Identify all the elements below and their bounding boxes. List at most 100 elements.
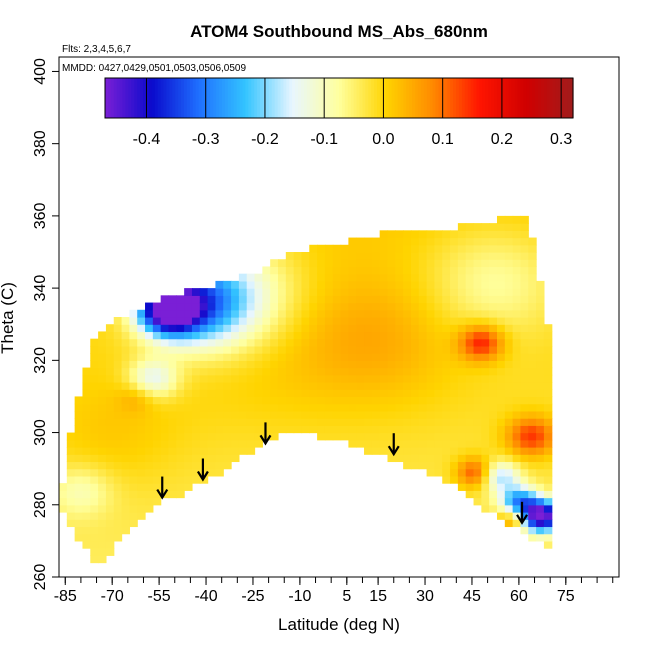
heat-cell xyxy=(520,331,529,340)
heat-cell xyxy=(543,447,553,455)
heat-cell xyxy=(410,302,420,311)
heat-cell xyxy=(285,360,295,369)
heat-cell xyxy=(387,345,396,354)
heat-cell xyxy=(496,324,506,333)
heat-cell xyxy=(340,432,349,441)
heat-cell xyxy=(520,389,529,398)
heat-cell xyxy=(465,475,475,484)
heat-cell xyxy=(520,418,529,426)
heat-cell xyxy=(223,288,232,296)
heat-cell xyxy=(90,439,99,448)
heat-cell xyxy=(184,331,193,340)
heat-cell xyxy=(403,237,412,246)
heat-cell xyxy=(434,468,443,477)
heat-cell xyxy=(410,353,420,361)
heat-cell xyxy=(520,353,529,361)
heat-cell xyxy=(246,353,256,361)
heat-cell xyxy=(66,475,76,484)
heat-cell xyxy=(238,309,248,318)
heat-cell xyxy=(496,490,506,499)
heat-cell xyxy=(371,447,381,455)
heat-cell xyxy=(254,317,263,325)
heat-cell xyxy=(317,389,326,398)
heat-cell xyxy=(528,439,537,448)
heat-cell xyxy=(121,432,130,441)
heat-cell xyxy=(379,266,389,275)
heat-cell xyxy=(293,410,303,419)
heat-cell xyxy=(379,353,389,361)
heat-cell xyxy=(285,338,295,347)
heat-cell xyxy=(520,425,529,434)
heat-cell xyxy=(364,345,373,354)
colorbar-segment xyxy=(116,78,121,118)
heat-cell xyxy=(387,338,396,347)
heat-cell xyxy=(450,374,459,383)
heat-cell xyxy=(231,302,240,311)
heat-cell xyxy=(457,374,467,383)
heat-cell xyxy=(324,410,334,419)
heat-cell xyxy=(105,367,115,376)
heat-cell xyxy=(324,396,334,405)
heat-cell xyxy=(442,403,451,412)
heat-cell xyxy=(442,302,451,311)
heat-cell xyxy=(215,447,224,455)
heat-cell xyxy=(481,490,490,499)
colorbar-segment xyxy=(435,78,440,118)
heat-cell xyxy=(387,403,396,412)
heat-cell xyxy=(293,389,303,398)
heat-cell xyxy=(520,295,529,304)
heat-cell xyxy=(90,540,99,549)
heat-cell xyxy=(450,244,459,253)
colorbar-segment xyxy=(415,78,419,118)
heat-cell xyxy=(520,504,529,513)
heat-cell xyxy=(364,353,373,361)
heat-cell xyxy=(231,353,240,361)
heat-cell xyxy=(450,447,459,455)
heat-cell xyxy=(285,382,295,390)
heat-cell xyxy=(129,439,138,448)
colorbar-segment xyxy=(461,78,466,118)
heat-cell xyxy=(145,454,154,463)
heat-cell xyxy=(98,410,107,419)
heat-cell xyxy=(207,374,217,383)
dates-note: MMDD: 0427,0429,0501,0503,0506,0509 xyxy=(62,63,246,74)
heat-cell xyxy=(348,317,357,325)
heat-cell xyxy=(90,418,99,426)
heat-cell xyxy=(371,439,381,448)
heat-cell xyxy=(481,468,490,477)
heat-cell xyxy=(395,273,404,282)
heat-cell xyxy=(403,338,412,347)
heat-cell xyxy=(457,295,467,304)
heat-cell xyxy=(340,418,349,426)
heat-cell xyxy=(176,367,185,376)
heat-cell xyxy=(504,345,514,354)
heat-cell xyxy=(231,360,240,369)
heat-cell xyxy=(105,345,115,354)
heat-cell xyxy=(426,252,436,260)
heat-cell xyxy=(371,360,381,369)
colorbar-segment xyxy=(567,78,571,118)
heat-cell xyxy=(137,367,146,376)
colorbar-segment xyxy=(224,78,229,118)
heat-cell xyxy=(481,504,490,513)
heat-cell xyxy=(113,360,123,369)
heat-cell xyxy=(528,483,537,491)
heat-cell xyxy=(332,280,342,289)
heat-cell xyxy=(223,374,232,383)
heat-cell xyxy=(504,447,514,455)
heat-cell xyxy=(90,389,99,398)
heat-cell xyxy=(512,454,522,463)
heat-cell xyxy=(457,475,467,484)
heat-cell xyxy=(113,418,123,426)
heat-cell xyxy=(364,259,373,268)
heat-cell xyxy=(160,374,170,383)
heat-cell xyxy=(191,389,201,398)
heat-cell xyxy=(340,338,349,347)
heat-cell xyxy=(74,468,84,477)
heat-cell xyxy=(152,317,162,325)
heat-cell xyxy=(293,425,303,434)
heat-cell xyxy=(160,432,170,441)
heat-cell xyxy=(160,331,170,340)
heat-cell xyxy=(426,302,436,311)
heat-cell xyxy=(215,353,224,361)
